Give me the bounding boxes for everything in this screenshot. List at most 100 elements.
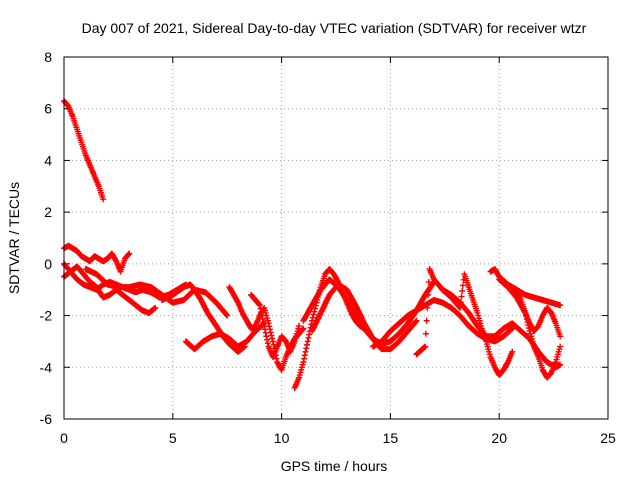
interpolated-markers [261,326,271,347]
interpolated-markers [292,376,302,390]
interpolated-markers [470,299,480,314]
interpolated-markers [261,307,271,324]
interpolated-markers [301,341,310,362]
interpolated-markers [296,326,306,336]
interpolated-markers [518,299,528,314]
y-tick-label: 4 [44,152,52,168]
series-arc-17 [496,276,564,340]
interpolated-markers [214,300,230,318]
interpolated-markers [531,345,541,359]
interpolated-markers [244,328,258,344]
interpolated-markers [405,318,419,334]
interpolated-markers [79,141,89,157]
interpolated-markers [327,282,341,298]
data-point [413,317,420,324]
interpolated-markers [549,311,559,325]
interpolated-markers [74,128,84,144]
data-point [557,343,564,350]
interpolated-markers [462,273,472,288]
series-arc-15 [439,271,516,379]
interpolated-markers [379,328,393,344]
interpolated-markers [536,314,545,328]
interpolated-markers [122,251,132,261]
y-tick-label: -4 [40,359,53,375]
data-point [100,196,107,203]
y-tick-label: -2 [40,308,53,324]
data-point [256,302,263,309]
data-point [557,361,564,368]
interpolated-markers [440,287,454,300]
interpolated-markers [466,310,480,328]
interpolated-markers [200,333,215,345]
interpolated-markers [296,361,306,379]
interpolated-markers [203,289,219,305]
interpolated-markers [505,350,515,364]
interpolated-markers [92,174,102,188]
interpolated-markers [118,257,128,273]
interpolated-markers [396,328,411,344]
interpolated-markers [492,333,506,345]
interpolated-markers [227,285,237,297]
interpolated-markers [96,185,106,201]
interpolated-markers [353,313,367,331]
interpolated-markers [344,287,358,308]
interpolated-markers [505,284,519,300]
data-layer [61,97,564,391]
interpolated-markers [335,281,350,293]
interpolated-markers [309,302,319,321]
interpolated-markers [396,313,411,326]
interpolated-markers [457,313,472,329]
interpolated-markers [518,328,532,342]
interpolated-markers [544,305,554,316]
interpolated-markers [414,302,428,314]
interpolated-markers [279,334,289,344]
interpolated-markers [536,356,545,371]
interpolated-markers [553,346,563,363]
interpolated-markers [318,273,328,288]
interpolated-markers [109,251,119,263]
data-point [296,322,303,329]
series-arc-7 [182,320,268,353]
x-tick-label: 5 [169,430,177,446]
interpolated-markers [501,326,515,339]
interpolated-markers [331,272,341,284]
data-point [457,304,464,311]
interpolated-markers [74,248,84,259]
interpolated-markers [361,321,376,341]
interpolated-markers [370,338,385,350]
x-tick-label: 0 [60,430,68,446]
chart-title: Day 007 of 2021, Sidereal Day-to-day VTE… [82,20,587,36]
series-arc-12 [309,281,420,353]
data-point [152,304,159,311]
data-point [265,320,272,327]
interpolated-markers [388,320,402,334]
interpolated-markers [266,323,276,342]
y-tick-label: 8 [44,49,52,65]
interpolated-markers [405,307,419,319]
interpolated-markers [257,305,267,326]
interpolated-markers [448,305,463,318]
series-arc-1 [61,97,107,203]
interpolated-markers [414,344,428,357]
data-point [300,325,307,332]
interpolated-markers [327,266,337,277]
interpolated-markers [81,272,93,285]
interpolated-markers [318,293,332,315]
data-point [422,343,429,350]
plot-frame [63,56,609,420]
interpolated-markers [479,327,489,343]
interpolated-markers [422,279,437,297]
x-axis-label: GPS time / hours [281,458,388,474]
interpolated-markers [509,320,524,334]
x-tick-label: 20 [491,430,507,446]
interpolated-markers [431,277,445,292]
tick-layer: 0 5 10 15 20 25 -6 -4 -2 0 2 4 6 8 [40,49,616,446]
interpolated-markers [192,339,206,352]
data-point [224,312,231,319]
interpolated-markers [66,104,75,118]
series-arc-9 [248,291,303,360]
interpolated-markers [466,286,476,301]
interpolated-markers [288,340,297,354]
interpolated-markers [527,330,537,348]
